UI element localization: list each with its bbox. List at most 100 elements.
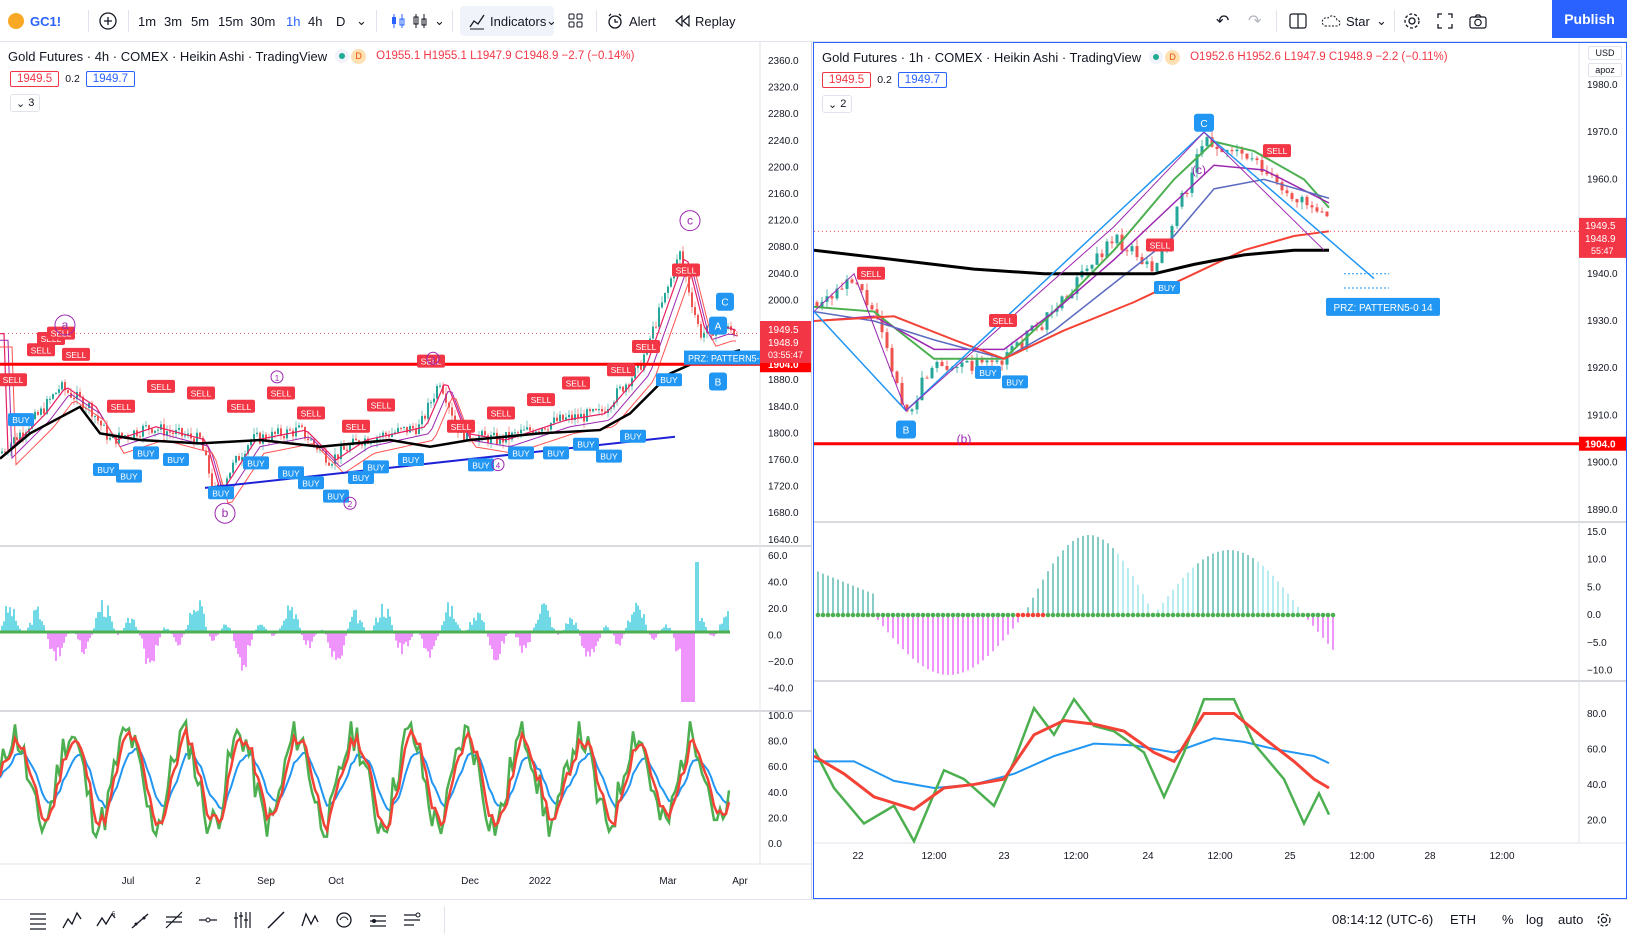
replay-button[interactable]: Replay [673,0,735,42]
clock-timezone-button[interactable]: 08:14:12 (UTC-6) [1332,900,1433,939]
publish-button[interactable]: Publish [1552,0,1627,38]
candle-body [985,360,989,363]
interval-4h[interactable]: 4h [308,13,323,29]
interval-30m[interactable]: 30m [250,13,276,29]
buy-signal-label: BUY [120,472,138,482]
candle-body [103,424,105,426]
candle-body [454,415,456,422]
ray-icon[interactable] [194,906,222,934]
zero-dot [905,612,911,618]
heikin-ashi-button[interactable] [410,0,430,42]
candle-body [940,361,944,367]
price-tick-label: 1840.0 [768,402,799,413]
session-button[interactable]: ETH [1450,900,1476,939]
alert-button[interactable]: Alert [606,0,656,42]
templates-button[interactable] [566,0,586,42]
right-chart-canvas[interactable]: 1980.01970.01960.01950.01940.01930.01920… [814,43,1626,898]
time-tick-label: 12:00 [1349,851,1374,862]
left-ask-button[interactable]: 1949.7 [85,71,135,87]
candle-body [1025,330,1029,349]
zero-dot [1325,612,1331,618]
zero-dot [835,612,841,618]
indicators-button[interactable]: Indicators [460,6,555,36]
percent-scale-button[interactable]: % [1502,900,1514,939]
left-indicators-toggle[interactable]: ⌄ 3 [10,94,41,112]
candle-body [673,275,675,279]
price-tick-label: 2200.0 [768,162,799,173]
sell-signal-label: SELL [636,342,657,352]
interval-D[interactable]: D [336,13,346,29]
zero-dot [1145,612,1151,618]
chart-type-dropdown[interactable]: ⌄ [434,0,445,42]
candle-body [250,439,252,446]
right-bid-button[interactable]: 1949.5 [822,72,872,88]
snapshot-button[interactable] [1468,0,1488,42]
scale-settings-button[interactable] [1596,900,1612,939]
currency-select[interactable]: USD [1588,46,1622,60]
right-chart-pane[interactable]: 1980.01970.01960.01950.01940.01930.01920… [813,42,1627,899]
zero-dot [1115,612,1121,618]
anchored-vwap-icon[interactable] [364,906,392,934]
pattern-point-tag [716,292,734,311]
interval-15m[interactable]: 15m [218,13,244,29]
left-chart-canvas[interactable]: 2360.02320.02280.02240.02200.02160.02120… [0,42,812,899]
buy-signal-tag [208,486,234,500]
elliott-wave-icon[interactable]: 5 [92,906,120,934]
interval-5m[interactable]: 5m [191,13,210,29]
candle-body [1205,137,1209,147]
save-layout-button[interactable]: Star [1320,0,1370,42]
candle-body [76,391,78,400]
candle-body [208,455,210,474]
layout-dropdown[interactable]: ⌄ [1376,0,1387,42]
zero-dot [935,612,941,618]
zero-dot [1070,612,1076,618]
right-chart-title[interactable]: Gold Futures · 1h · COMEX · Heikin Ashi … [822,49,1142,65]
candle-body [1015,342,1019,347]
left-bid-button[interactable]: 1949.5 [10,71,60,87]
interval-1m[interactable]: 1m [138,13,157,29]
candle-body [661,302,663,308]
patterns-icon[interactable] [58,906,86,934]
zero-dot [1225,612,1231,618]
brush-icon[interactable] [262,906,290,934]
left-chart-pane[interactable]: 2360.0 2320.0 2280.0 2240.0 2200.0 2160.0 2120… [0,42,812,899]
settings-button[interactable] [1402,0,1422,42]
candle-body [517,432,519,434]
indicators-dropdown[interactable]: ⌄ [546,0,557,42]
xabcd-icon[interactable] [296,906,324,934]
scale-mode-select[interactable]: apoz [1588,63,1622,77]
fib-icon[interactable] [160,906,188,934]
auto-scale-button[interactable]: auto [1558,900,1583,939]
undo-button[interactable]: ↶ [1216,0,1229,42]
interval-dropdown[interactable]: ⌄ [356,0,367,42]
interval-3m[interactable]: 3m [164,13,183,29]
symbol-search-button[interactable]: GC1! [8,0,61,42]
trend-lines-icon[interactable] [24,906,52,934]
zero-dot [1095,612,1101,618]
compare-add-symbol-button[interactable] [98,0,118,42]
forecast-icon[interactable] [398,906,426,934]
zero-dot [840,612,846,618]
redo-button[interactable]: ↷ [1248,0,1261,42]
log-scale-button[interactable]: log [1526,900,1543,939]
left-chart-title[interactable]: Gold Futures · 4h · COMEX · Heikin Ashi … [8,48,328,64]
candle-body [337,454,339,460]
interval-1h[interactable]: 1h [286,13,301,29]
buy-signal-tag [163,453,189,466]
fullscreen-button[interactable] [1436,0,1454,42]
right-indicators-toggle[interactable]: ⌄ 2 [822,95,853,113]
zero-dot [815,612,821,618]
bar-style-button[interactable] [388,0,408,42]
log-label: log [1526,912,1544,927]
bars-pattern-icon[interactable] [228,906,256,934]
trend-angle-icon[interactable] [126,906,154,934]
candle-body [1230,150,1234,152]
price-tick-label: 2000.0 [768,295,799,306]
last-price-label: 1949.5 [768,325,799,336]
right-ask-button[interactable]: 1949.7 [897,72,947,88]
candle-body [960,362,964,367]
layout-select-button[interactable] [1288,0,1308,42]
cypher-icon[interactable] [330,906,358,934]
osc-tick-label: 15.0 [1587,527,1607,538]
buy-signal-tag [93,462,119,476]
